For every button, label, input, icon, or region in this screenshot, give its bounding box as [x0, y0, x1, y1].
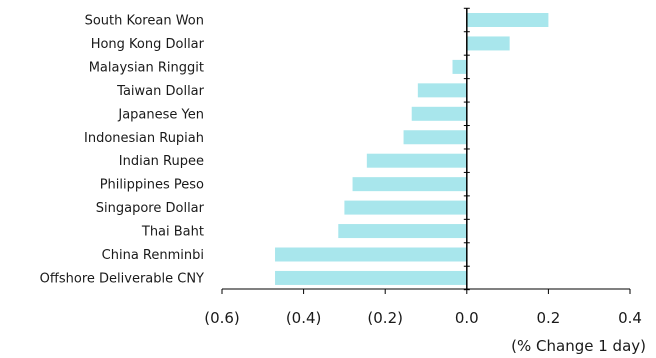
- x-tick-label: (0.2): [367, 309, 403, 327]
- x-tick-label: (0.6): [204, 309, 240, 327]
- bar-taiwan-dollar: [417, 83, 467, 98]
- category-label: Japanese Yen: [117, 107, 204, 122]
- category-label: Taiwan Dollar: [116, 84, 204, 99]
- bar-malaysian-ringgit: [452, 59, 467, 74]
- bar-japanese-yen: [411, 106, 467, 121]
- category-label: Philippines Peso: [100, 178, 204, 193]
- category-label: South Korean Won: [85, 14, 204, 29]
- category-label: Indonesian Rupiah: [84, 131, 204, 146]
- category-label: Malaysian Ringgit: [89, 60, 204, 75]
- bar-philippines-peso: [352, 177, 467, 192]
- x-tick-label: 0.2: [536, 309, 560, 327]
- bar-indian-rupee: [366, 153, 467, 168]
- x-axis-title: (% Change 1 day): [511, 337, 646, 355]
- category-label: China Renminbi: [102, 248, 204, 263]
- category-label: Offshore Deliverable CNY: [40, 271, 204, 286]
- bar-south-korean-won: [466, 13, 549, 27]
- category-label: Thai Baht: [141, 225, 204, 240]
- category-labels: South Korean Won Hong Kong Dollar Malaysia…: [40, 14, 205, 287]
- bar-indonesian-rupiah: [403, 130, 467, 145]
- bar-singapore-dollar: [344, 200, 467, 215]
- category-label: Hong Kong Dollar: [91, 37, 205, 52]
- x-tick-label: 0.4: [618, 309, 642, 327]
- bar-china-renminbi: [275, 247, 467, 262]
- category-label: Singapore Dollar: [96, 201, 205, 216]
- x-ticks: [221, 7, 631, 294]
- x-tick-label: (0.4): [286, 309, 322, 327]
- x-tick-labels: (0.6) (0.4) (0.2) 0.0 0.2 0.4: [204, 309, 642, 327]
- bar-thai-baht: [338, 224, 467, 239]
- bar-hong-kong-dollar: [466, 36, 510, 51]
- x-tick-label: 0.0: [455, 309, 479, 327]
- bars-group: [275, 13, 549, 285]
- bar-offshore-deliverable-cny: [275, 270, 467, 285]
- category-label: Indian Rupee: [119, 154, 204, 169]
